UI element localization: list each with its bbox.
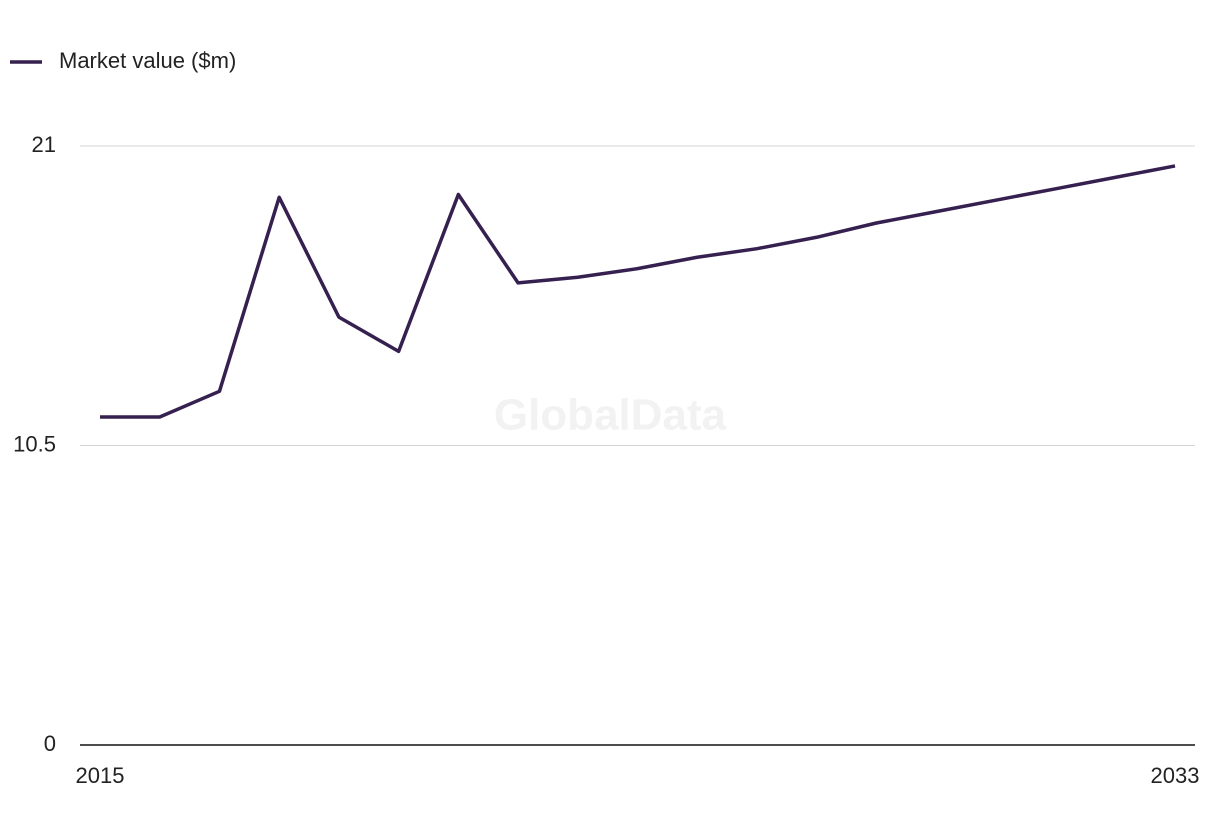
data-line — [100, 164, 1176, 419]
legend-label: Market value ($m) — [59, 48, 236, 73]
watermark: GlobalData — [494, 391, 727, 440]
y-tick-label: 0 — [44, 731, 56, 756]
x-tick-label: 2033 — [1151, 763, 1200, 788]
y-tick-label: 10.5 — [13, 431, 56, 456]
x-tick-label: 2015 — [76, 763, 125, 788]
y-tick-label: 21 — [32, 132, 56, 157]
